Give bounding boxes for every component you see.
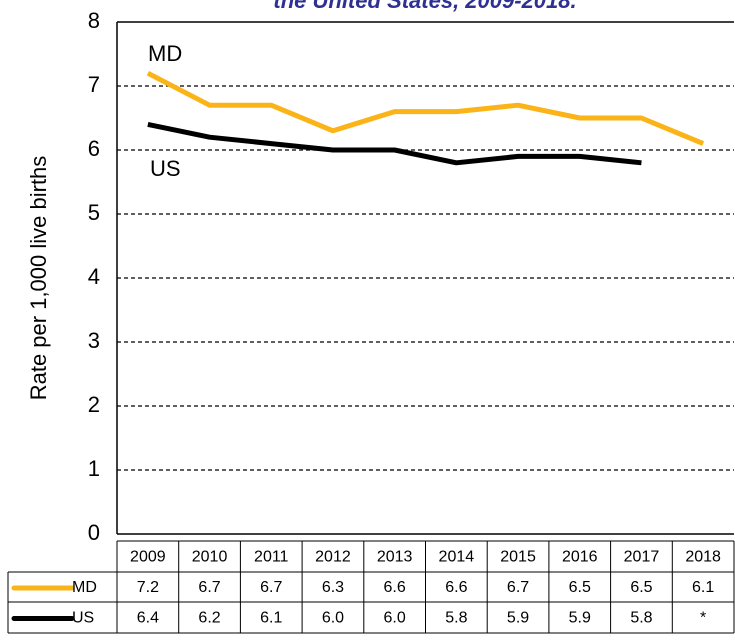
x-tick-label: 2017 xyxy=(624,549,660,566)
x-tick-label: 2009 xyxy=(130,549,166,566)
table-value: 6.7 xyxy=(507,579,529,596)
table-value: 6.2 xyxy=(198,610,220,627)
y-tick-label: 7 xyxy=(88,72,100,97)
table-value: 6.0 xyxy=(322,610,344,627)
table-value: 6.7 xyxy=(260,579,282,596)
chart-title: the United States, 2009-2018. xyxy=(273,0,576,13)
table-value: 5.8 xyxy=(630,610,652,627)
y-tick-label: 4 xyxy=(88,264,100,289)
x-tick-label: 2018 xyxy=(685,549,721,566)
y-tick-label: 3 xyxy=(88,328,100,353)
x-tick-label: 2011 xyxy=(254,549,289,566)
table-value: 6.7 xyxy=(198,579,220,596)
table-value: 7.2 xyxy=(137,579,159,596)
table-value: 6.5 xyxy=(569,579,591,596)
x-tick-label: 2010 xyxy=(192,549,228,566)
table-value: 6.0 xyxy=(384,610,406,627)
x-tick-label: 2015 xyxy=(500,549,536,566)
table-value: 6.3 xyxy=(322,579,344,596)
y-tick-label: 5 xyxy=(88,200,100,225)
y-axis-label: Rate per 1,000 live births xyxy=(26,156,51,401)
y-tick-label: 1 xyxy=(88,456,100,481)
table-value: 6.6 xyxy=(445,579,467,596)
legend-label: US xyxy=(72,610,94,627)
y-tick-label: 6 xyxy=(88,136,100,161)
series-annotation: MD xyxy=(148,41,182,66)
series-line xyxy=(147,121,642,166)
table-value: 5.9 xyxy=(507,610,529,627)
table-value: 6.6 xyxy=(384,579,406,596)
table-value: 6.5 xyxy=(630,579,652,596)
x-tick-label: 2016 xyxy=(562,549,598,566)
y-tick-label: 8 xyxy=(88,8,100,33)
table-value: 5.8 xyxy=(445,610,467,627)
x-tick-label: 2012 xyxy=(315,549,351,566)
table-value: 6.1 xyxy=(260,610,282,627)
table-value: 6.4 xyxy=(137,610,159,627)
y-tick-label: 2 xyxy=(88,392,100,417)
series-line xyxy=(146,70,705,146)
legend-label: MD xyxy=(72,579,97,596)
series-annotation: US xyxy=(150,156,181,181)
table-value: * xyxy=(700,610,706,627)
table-value: 6.1 xyxy=(692,579,714,596)
table-value: 5.9 xyxy=(569,610,591,627)
x-tick-label: 2013 xyxy=(377,549,413,566)
y-tick-label: 0 xyxy=(88,520,100,545)
x-tick-label: 2014 xyxy=(439,549,475,566)
